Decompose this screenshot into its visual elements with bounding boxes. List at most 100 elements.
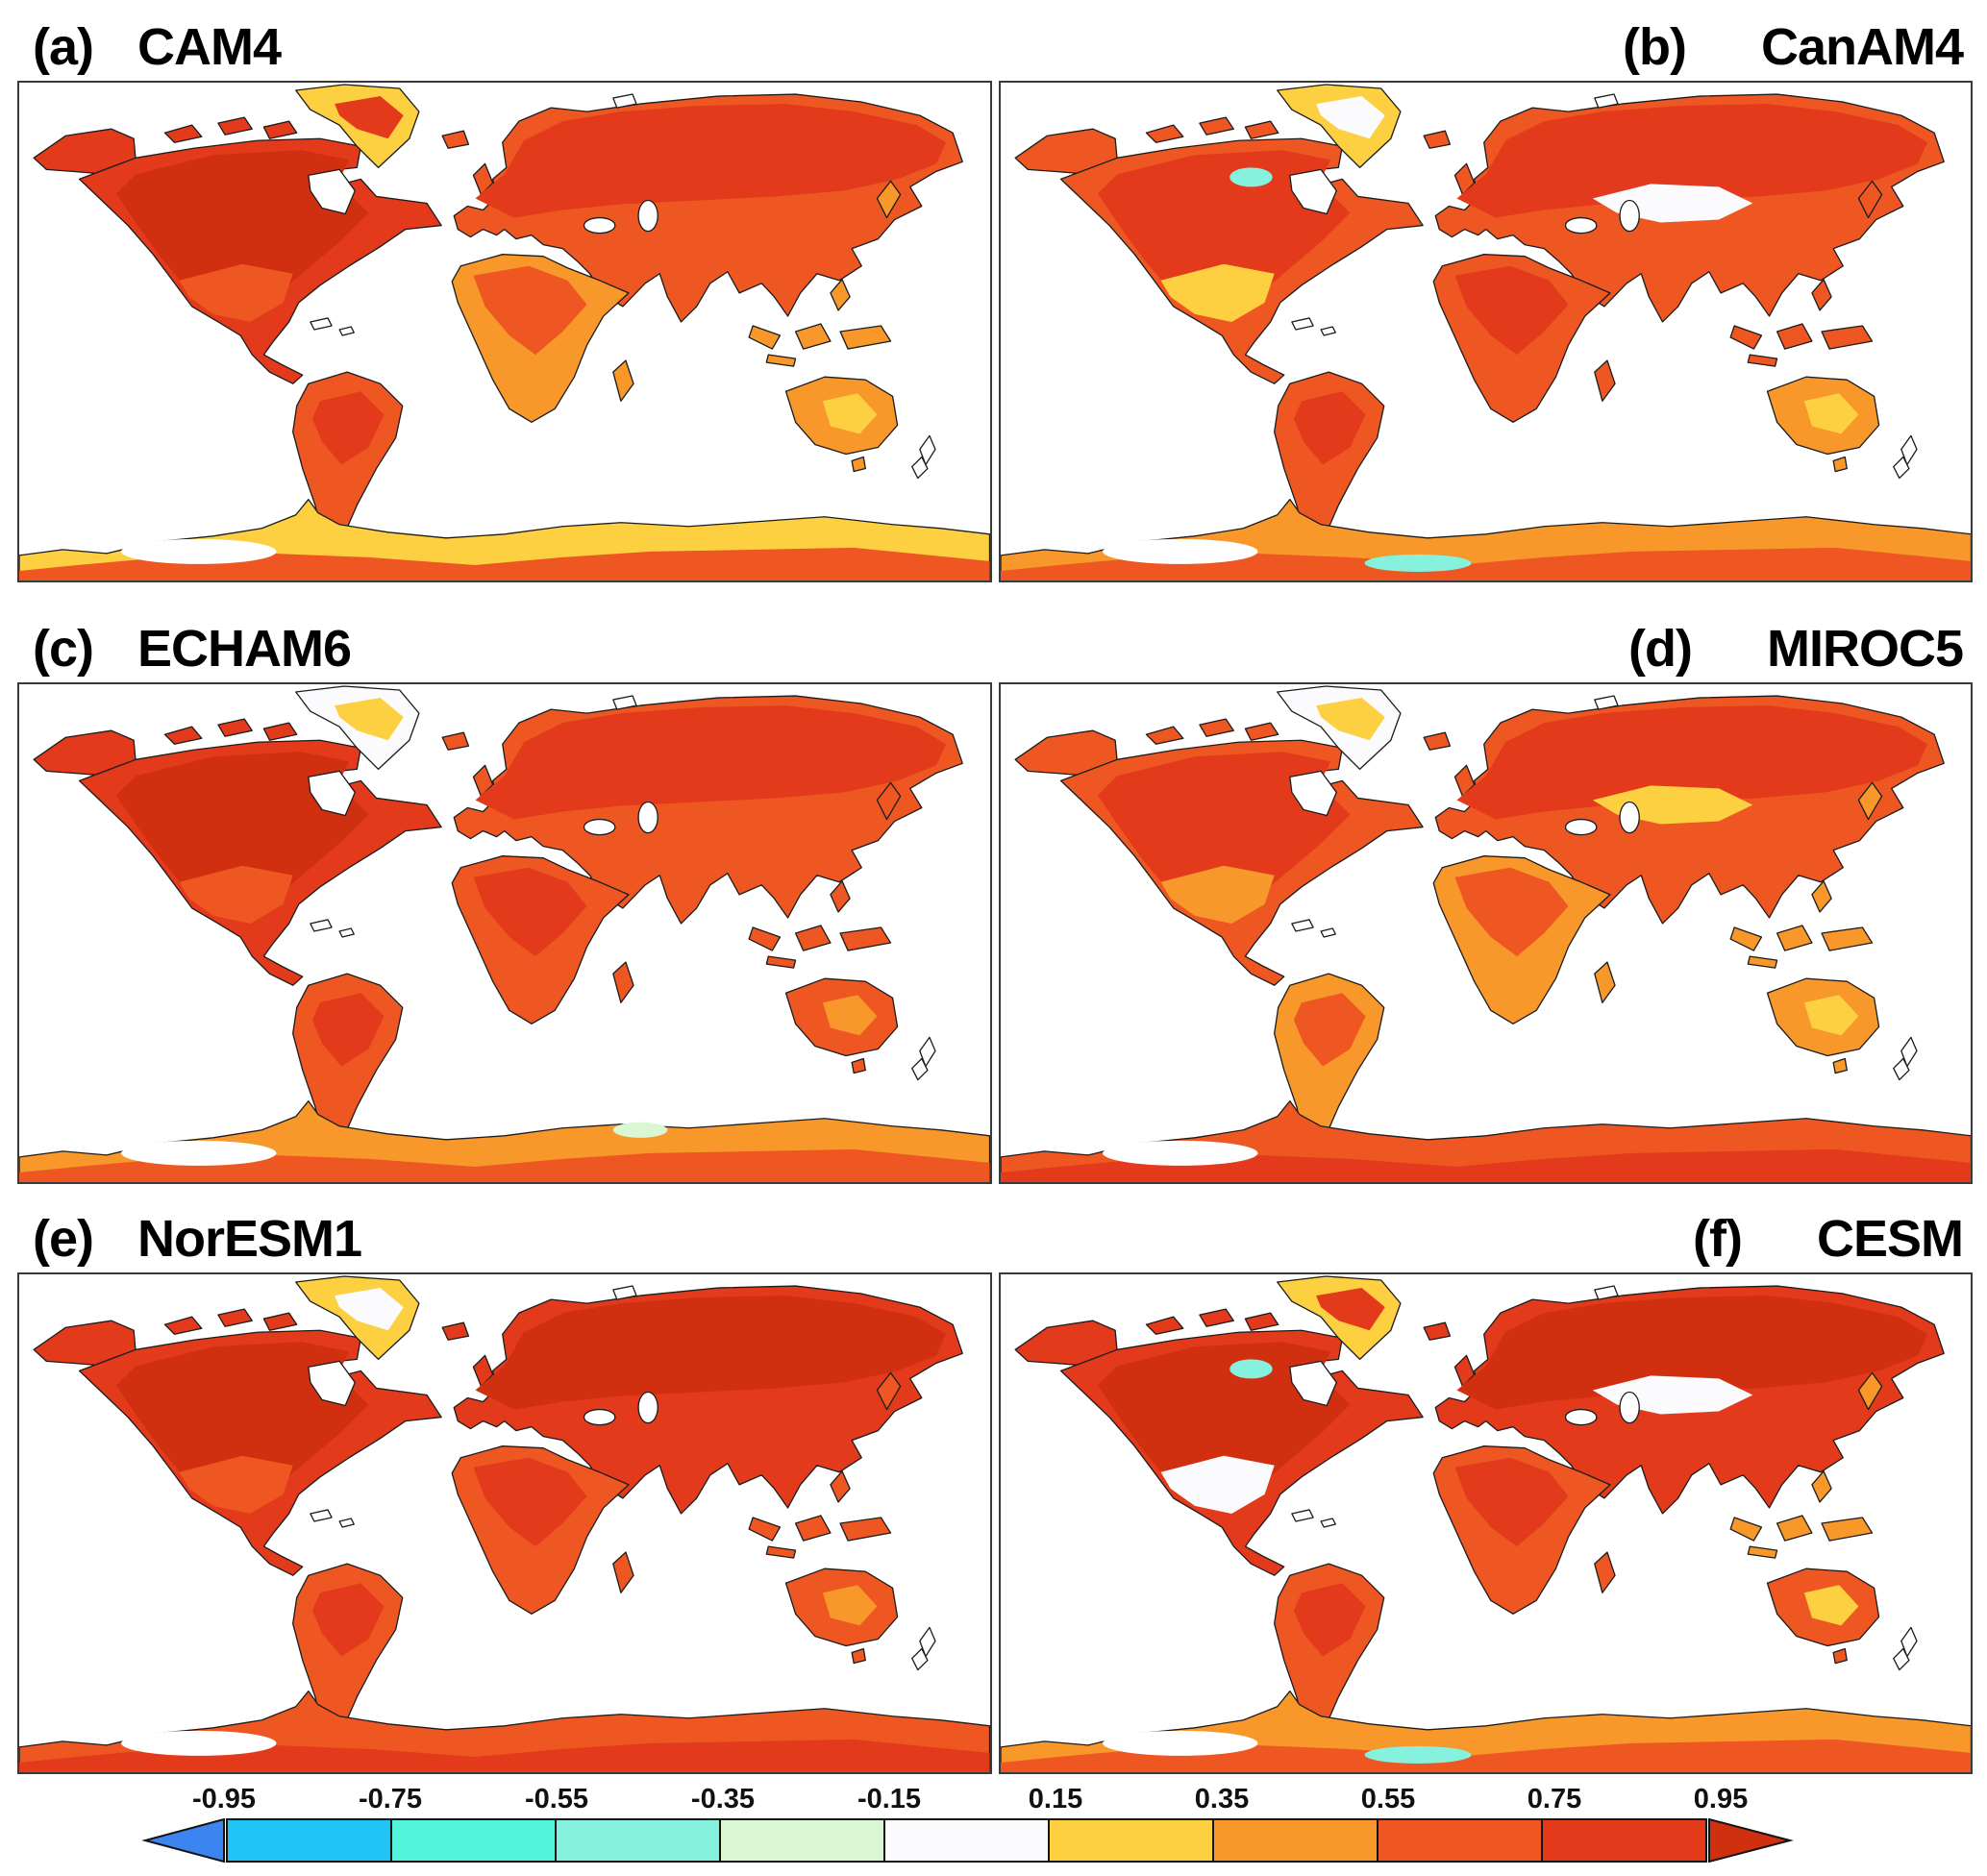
map-region-new-guinea — [839, 1517, 892, 1542]
map-caspian-sea — [637, 199, 658, 233]
map-overlay-africa-core — [1453, 1457, 1569, 1547]
row1-maps — [0, 81, 1987, 582]
panel-title-a: (a) CAM4 — [17, 0, 995, 81]
panel-label-d: (d) — [1628, 620, 1693, 678]
map-caspian-sea — [637, 1391, 658, 1424]
map-black-sea — [1564, 216, 1597, 234]
map-region-philippines — [830, 880, 851, 913]
map-region-iceland — [1422, 1321, 1451, 1341]
panel-label-a: (a) — [33, 18, 94, 76]
map-region-japan — [1857, 180, 1882, 219]
map-overlay-na-core — [115, 150, 369, 309]
map-antarctica-white-patch — [1102, 1140, 1258, 1166]
map-hudson-bay — [308, 1360, 356, 1407]
panel-model-c: ECHAM6 — [137, 620, 352, 678]
map-hudson-bay — [308, 770, 356, 817]
panel-title-e: (e) NorESM1 — [17, 1184, 995, 1272]
map-spot-antarctica-cyan — [1364, 1745, 1472, 1764]
map-overlay-africa-core — [1453, 265, 1569, 356]
colorbar-segment — [1048, 1818, 1214, 1863]
map-overlay-sa-core — [1293, 993, 1366, 1067]
colorbar-segment — [719, 1818, 885, 1863]
map-overlay-sa-core — [311, 391, 385, 465]
map-region-java — [1747, 354, 1777, 367]
map-region-tasmania — [1831, 456, 1848, 473]
map-new-zealand — [1892, 1036, 1918, 1081]
panel-label-b: (b) — [1623, 18, 1687, 76]
panel-model-d: MIROC5 — [1766, 620, 1964, 678]
world-map — [1000, 685, 1971, 1182]
map-region-borneo — [1776, 323, 1813, 350]
panel-label-e: (e) — [33, 1210, 94, 1268]
map-region-iceland — [1422, 731, 1451, 751]
map-region-uk — [1453, 162, 1475, 196]
map-caribbean-islands — [1290, 919, 1336, 938]
map-region-madagascar — [612, 359, 634, 402]
map-antarctica-white-patch — [1102, 1730, 1258, 1756]
map-overlay-africa-core — [473, 265, 587, 356]
map-svalbard — [1593, 93, 1619, 109]
map-overlay-australia-core — [1803, 1585, 1858, 1626]
map-region-iceland — [441, 731, 470, 751]
map-overlay-australia-core — [1803, 995, 1858, 1036]
map-region-philippines — [830, 1470, 851, 1503]
map-region-java — [1747, 955, 1777, 969]
map-region-philippines — [1810, 279, 1832, 311]
map-svalbard — [612, 93, 637, 109]
map-region-uk — [1453, 764, 1475, 798]
map-region-sumatra — [748, 926, 782, 951]
map-overlay-greenland-core — [335, 698, 404, 741]
colorbar-tick-label: 0.75 — [1527, 1784, 1582, 1814]
map-overlay-sa-core — [1293, 391, 1366, 465]
world-map — [1000, 1275, 1971, 1772]
map-region-japan — [1857, 781, 1882, 821]
map-new-zealand — [911, 1036, 936, 1081]
map-overlay-greenland-core — [1315, 96, 1385, 139]
map-region-iceland — [441, 1321, 470, 1341]
map-region-philippines — [830, 279, 851, 311]
map-region-iceland — [1422, 130, 1451, 149]
map-svalbard — [612, 1285, 637, 1300]
colorbar-tick-label: -0.75 — [358, 1784, 423, 1814]
map-region-sumatra — [1728, 325, 1762, 350]
row2-maps — [0, 682, 1987, 1184]
map-black-sea — [1564, 1408, 1597, 1426]
colorbar-tick-label: 0.95 — [1693, 1784, 1749, 1814]
colorbar-tick-label: 0.55 — [1360, 1784, 1416, 1814]
map-new-zealand — [911, 1626, 936, 1671]
map-caspian-sea — [1618, 199, 1640, 233]
map-overlay-na-core — [1097, 150, 1350, 309]
map-antarctica-white-patch — [1102, 538, 1258, 564]
map-spot-antarctica-cyan — [1364, 554, 1472, 572]
map-region-madagascar — [612, 961, 634, 1003]
map-region-uk — [472, 764, 494, 798]
map-spot-antarctica-green — [612, 1122, 668, 1138]
map-region-uk — [472, 162, 494, 196]
map-overlay-australia-core — [822, 1585, 878, 1626]
map-region-tasmania — [851, 1647, 866, 1665]
panel-model-e: NorESM1 — [137, 1210, 362, 1268]
map-region-sumatra — [748, 325, 782, 350]
map-region-philippines — [1810, 880, 1832, 913]
map-region-madagascar — [612, 1551, 634, 1593]
colorbar-tick-label: -0.95 — [191, 1784, 257, 1814]
map-region-tasmania — [1831, 1647, 1848, 1665]
colorbar-segment — [883, 1818, 1050, 1863]
map-new-zealand — [1892, 434, 1918, 480]
colorbar-tick-label: 0.35 — [1194, 1784, 1250, 1814]
map-hudson-bay — [1288, 168, 1337, 215]
row1-titles: (a) CAM4 (b) CanAM4 — [0, 0, 1987, 81]
map-overlay-sa-core — [311, 1583, 385, 1657]
colorbar-segment — [226, 1818, 392, 1863]
map-region-new-guinea — [1820, 926, 1873, 951]
map-panel-f — [998, 1272, 1973, 1774]
map-region-java — [1747, 1545, 1777, 1559]
map-region-borneo — [794, 925, 832, 951]
colorbar-right-arrow — [1708, 1818, 1794, 1863]
row2-titles: (c) ECHAM6 (d) MIROC5 — [0, 582, 1987, 682]
map-region-tasmania — [851, 1057, 866, 1074]
map-region-sumatra — [748, 1517, 782, 1542]
map-overlay-africa-core — [473, 867, 587, 957]
map-black-sea — [583, 818, 616, 836]
map-region-new-guinea — [839, 926, 892, 951]
